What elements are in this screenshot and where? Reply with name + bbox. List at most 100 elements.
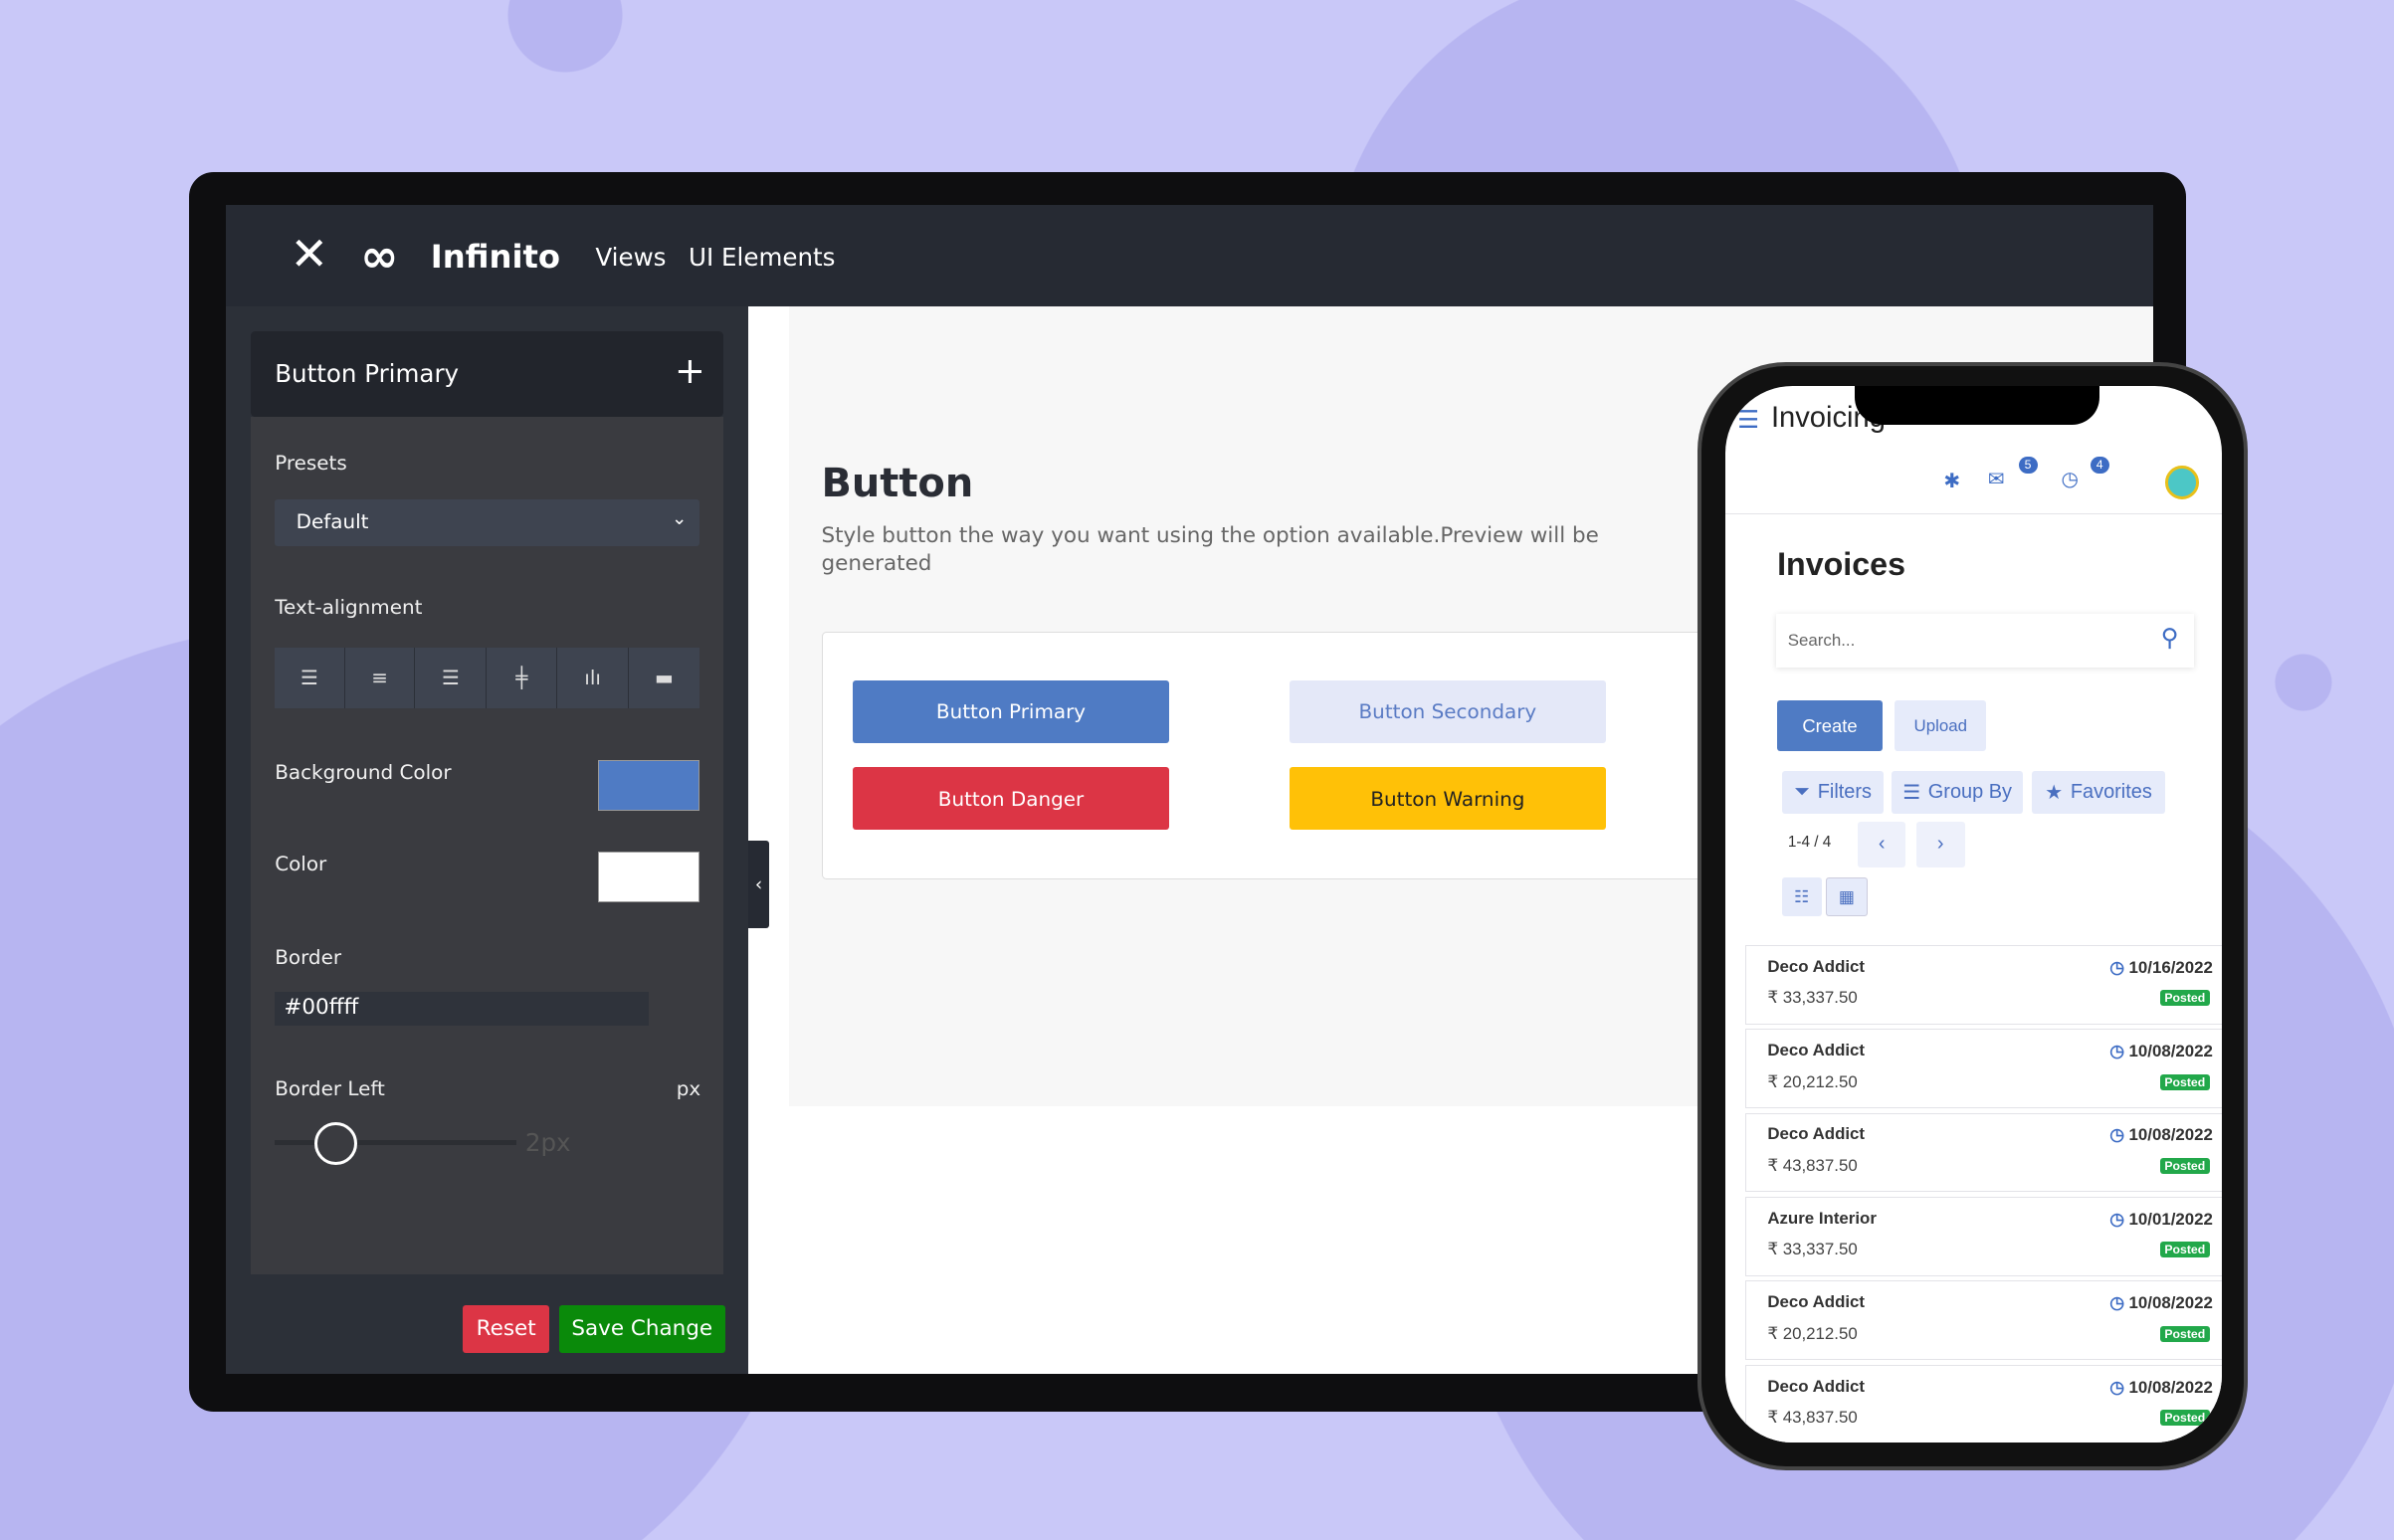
search-placeholder: Search... [1787,630,1856,650]
button-danger[interactable]: Button Danger [853,767,1169,831]
date-value: 10/08/2022 [2128,1377,2213,1397]
status-badge: Posted [2159,1325,2210,1342]
group-by-label: Group By [1927,780,2013,803]
customer-name: Azure Interior [1767,1208,1877,1228]
search-icon[interactable]: ⚲ [2160,625,2179,653]
clock-icon: ◷ [2109,1209,2124,1229]
background-color-swatch[interactable] [598,760,699,811]
invoice-row[interactable]: Deco Addict ₹ 20,212.50 ◷ 10/08/2022 Posted [1744,1029,2222,1108]
alignment-toolbar: ☰ ≡ ☰ ╪ ılı ▬ [275,647,699,708]
invoice-date: ◷ 10/08/2022 [2109,1041,2213,1061]
date-value: 10/08/2022 [2128,1125,2213,1145]
prev-page-button[interactable]: ‹ [1858,821,1905,867]
bug-icon[interactable]: ✱ [1943,471,1961,493]
align-left-icon[interactable]: ☰ [275,647,345,708]
border-input[interactable]: #00ffff [275,992,650,1027]
filters-button[interactable]: ⏷ Filters [1781,770,1885,814]
create-button[interactable]: Create [1777,700,1883,751]
align-vertical-center-icon[interactable]: ╪ [487,647,558,708]
grid-icon: ▦ [1838,886,1855,906]
button-secondary[interactable]: Button Secondary [1290,679,1606,743]
collapse-sidebar-button[interactable]: ‹ [747,841,770,928]
clock-icon: ◷ [2109,1125,2124,1145]
messages-icon[interactable]: ✉ [1987,468,2005,490]
kanban-view-button[interactable]: ▦ [1826,877,1868,916]
border-value: #00ffff [284,995,359,1021]
status-badge: Posted [2159,1073,2210,1090]
presets-value: Default [296,509,369,534]
invoice-row[interactable]: Deco Addict ₹ 33,337.50 ◷ 10/16/2022 Posted [1744,944,2222,1025]
clock-icon: ◷ [2109,957,2124,977]
color-label: Color [275,852,327,876]
customer-name: Deco Addict [1767,1040,1866,1059]
invoice-amount: ₹ 20,212.50 [1767,1071,1858,1091]
nav-ui-elements[interactable]: UI Elements [689,242,836,272]
page-description: Style button the way you want using the … [821,522,1599,576]
panel-body: Presets Default ⌄ Text-alignment ☰ ≡ ☰ ╪… [250,416,724,1275]
border-left-slider-knob[interactable] [314,1121,358,1165]
list-view-icon: ☷ [1794,886,1810,906]
clock-icon: ◷ [2109,1041,2124,1060]
invoice-row[interactable]: Deco Addict ₹ 43,837.50 ◷ 10/08/2022 Posted [1744,1364,2222,1444]
infinity-icon: ∞ [360,228,399,283]
activities-badge: 4 [2090,456,2109,474]
invoice-date: ◷ 10/08/2022 [2109,1377,2213,1398]
next-page-button[interactable]: › [1915,821,1965,867]
button-preview-card: Button Primary Button Secondary Button D… [821,632,1814,879]
invoice-amount: ₹ 20,212.50 [1767,1323,1858,1343]
presets-select[interactable]: Default ⌄ [275,498,699,547]
close-icon[interactable]: ✕ [290,227,329,282]
favorites-button[interactable]: ★ Favorites [2032,770,2165,814]
avatar[interactable] [2164,465,2199,499]
date-value: 10/08/2022 [2128,1293,2213,1313]
chevron-left-icon: ‹ [1878,833,1886,856]
align-center-icon[interactable]: ≡ [345,647,416,708]
button-warning[interactable]: Button Warning [1290,767,1606,831]
group-by-button[interactable]: ☰ Group By [1892,770,2024,814]
border-label: Border [275,944,342,969]
filters-label: Filters [1817,780,1873,803]
status-badge: Posted [2159,1158,2210,1175]
favorites-label: Favorites [2070,780,2152,803]
search-input[interactable]: Search... ⚲ [1775,613,2194,668]
customer-name: Deco Addict [1767,956,1866,976]
invoice-row[interactable]: Deco Addict ₹ 20,212.50 ◷ 10/08/2022 Posted [1744,1280,2222,1361]
panel-header[interactable]: Button Primary + [250,330,724,417]
border-left-slider-track[interactable] [275,1140,516,1145]
plus-icon[interactable]: + [675,349,705,393]
panel-title: Button Primary [275,358,460,388]
invoice-row[interactable]: Deco Addict ₹ 43,837.50 ◷ 10/08/2022 Posted [1744,1112,2222,1193]
list-view-button[interactable]: ☷ [1781,877,1822,916]
hamburger-icon[interactable]: ☰ [1737,406,1760,434]
invoice-date: ◷ 10/16/2022 [2109,957,2213,978]
align-right-icon[interactable]: ☰ [415,647,488,708]
reset-button[interactable]: Reset [462,1304,550,1353]
brand-name[interactable]: Infinito [430,238,561,277]
button-primary[interactable]: Button Primary [853,679,1169,743]
phone-notch [1855,386,2099,425]
messages-badge: 5 [2018,456,2038,474]
divider [1724,512,2222,515]
invoice-date: ◷ 10/08/2022 [2109,1124,2213,1145]
clock-icon[interactable]: ◷ [2061,468,2079,490]
invoice-date: ◷ 10/01/2022 [2109,1209,2213,1230]
color-swatch[interactable] [598,852,699,902]
upload-button[interactable]: Upload [1895,700,1987,751]
invoice-date: ◷ 10/08/2022 [2109,1292,2213,1313]
date-value: 10/01/2022 [2128,1209,2213,1229]
customer-name: Deco Addict [1767,1376,1866,1396]
phone-screen: ☰ Invoicing ✱ ✉ 5 ◷ 4 Invoices Search...… [1724,386,2222,1444]
pager-value: 1-4 / 4 [1787,833,1832,851]
invoice-amount: ₹ 43,837.50 [1767,1408,1858,1428]
invoices-title: Invoices [1777,546,1906,583]
chevron-right-icon: › [1936,833,1944,856]
nav-views[interactable]: Views [595,242,667,272]
align-end-icon[interactable]: ▬ [655,666,674,690]
status-badge: Posted [2159,990,2210,1007]
save-change-button[interactable]: Save Change [558,1304,725,1353]
settings-sidebar: Button Primary + Presets Default ⌄ Text-… [226,306,748,1374]
align-bottom-icon[interactable]: ılı [557,647,630,708]
invoice-row[interactable]: Azure Interior ₹ 33,337.50 ◷ 10/01/2022 Post… [1744,1196,2222,1276]
invoice-amount: ₹ 33,337.50 [1767,1240,1858,1259]
